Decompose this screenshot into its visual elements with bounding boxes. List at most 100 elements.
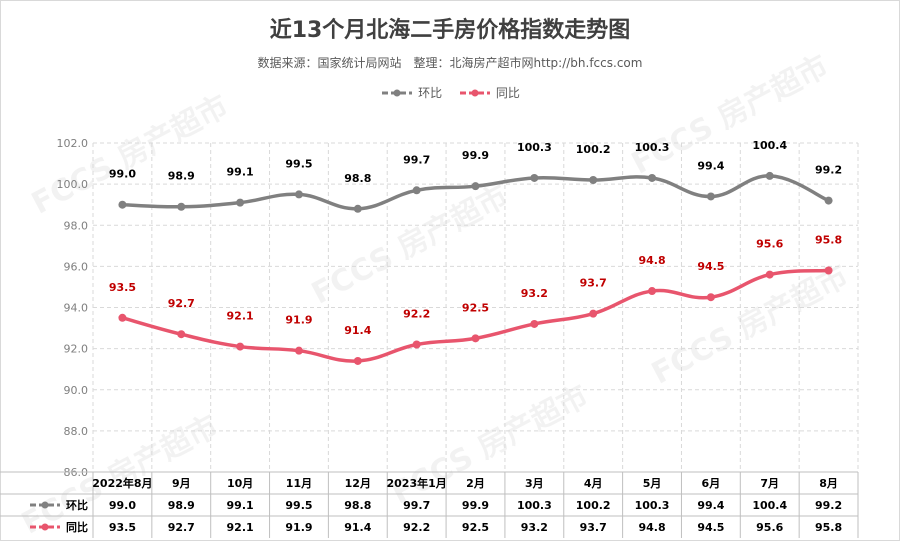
legend-label-yoy: 同比	[495, 86, 520, 100]
data-point-yoy	[589, 309, 598, 318]
data-label-yoy: 91.9	[285, 314, 312, 327]
data-point-yoy	[765, 270, 774, 279]
data-label-mom: 100.2	[576, 143, 611, 156]
table-cell-yoy: 92.7	[168, 521, 195, 534]
table-cell-mom: 98.9	[168, 499, 195, 512]
data-point-mom	[765, 171, 774, 180]
table-category-label: 2022年8月	[92, 476, 152, 490]
table-series-name-yoy: 同比	[66, 520, 88, 534]
table-cell-yoy: 92.1	[227, 521, 254, 534]
table-cell-yoy: 93.2	[521, 521, 548, 534]
table-legend-marker-yoy	[41, 523, 49, 531]
data-point-mom	[294, 190, 303, 199]
data-point-mom	[824, 196, 833, 205]
table-cell-yoy: 94.5	[697, 521, 724, 534]
table-category-label: 5月	[643, 477, 662, 490]
data-label-mom: 99.2	[815, 164, 842, 177]
table-cell-yoy: 95.6	[756, 521, 783, 534]
table-category-label: 10月	[227, 477, 253, 490]
table-cell-mom: 99.9	[462, 499, 489, 512]
data-point-mom	[589, 176, 598, 185]
data-point-yoy	[177, 330, 186, 339]
table-category-label: 7月	[760, 477, 779, 490]
data-label-yoy: 92.5	[462, 301, 489, 314]
data-label-yoy: 95.8	[815, 233, 842, 246]
legend-marker-yoy	[459, 89, 490, 96]
data-label-mom: 100.4	[752, 139, 787, 152]
data-label-mom: 98.8	[344, 172, 371, 185]
data-point-yoy	[294, 346, 303, 355]
data-label-mom: 99.9	[462, 149, 489, 162]
table-series-name-mom: 环比	[66, 498, 88, 512]
table-cell-yoy: 93.5	[109, 521, 136, 534]
data-point-yoy	[706, 293, 715, 302]
legend-item-yoy: 同比	[458, 84, 520, 101]
data-label-yoy: 92.7	[168, 297, 195, 310]
table-cell-mom: 99.7	[403, 499, 430, 512]
y-tick-label: 88.0	[64, 425, 89, 438]
legend-marker-mom	[382, 89, 413, 96]
data-label-yoy: 92.1	[227, 310, 254, 323]
data-label-yoy: 93.5	[109, 281, 136, 294]
data-point-mom	[706, 192, 715, 201]
data-point-mom	[471, 182, 480, 191]
table-cell-yoy: 94.8	[638, 521, 665, 534]
y-tick-label: 90.0	[64, 384, 89, 397]
data-point-mom	[177, 202, 186, 211]
table-cell-mom: 99.4	[697, 499, 724, 512]
y-tick-label: 100.0	[57, 178, 89, 191]
data-point-mom	[412, 186, 421, 195]
data-point-mom	[648, 173, 657, 182]
chart-subtitle: 数据来源：国家统计局网站 整理：北海房产超市网http://bh.fccs.co…	[257, 56, 643, 70]
y-tick-label: 102.0	[57, 137, 89, 150]
table-category-label: 11月	[286, 477, 312, 490]
data-label-yoy: 91.4	[344, 324, 371, 337]
table-cell-yoy: 95.8	[815, 521, 842, 534]
data-point-yoy	[648, 287, 657, 296]
table-category-label: 3月	[525, 477, 544, 490]
table-cell-yoy: 91.4	[344, 521, 371, 534]
data-point-mom	[353, 204, 362, 213]
table-cell-mom: 99.2	[815, 499, 842, 512]
data-point-yoy	[530, 319, 539, 328]
data-point-mom	[118, 200, 127, 209]
table-category-label: 2月	[466, 477, 485, 490]
table-category-label: 6月	[702, 477, 721, 490]
series-line-mom	[122, 174, 830, 211]
data-point-mom	[236, 198, 245, 207]
table-cell-mom: 100.2	[576, 499, 611, 512]
data-point-yoy	[118, 313, 127, 322]
table-category-label: 2023年1月	[387, 476, 447, 490]
table-cell-yoy: 91.9	[285, 521, 312, 534]
data-label-mom: 100.3	[635, 141, 670, 154]
table-cell-mom: 99.0	[109, 499, 136, 512]
table-cell-mom: 100.4	[752, 499, 787, 512]
y-tick-label: 98.0	[64, 219, 89, 232]
data-label-yoy: 93.7	[580, 277, 607, 290]
table-category-label: 8月	[819, 477, 838, 490]
table-cell-mom: 100.3	[517, 499, 552, 512]
data-point-yoy	[824, 266, 833, 275]
table-cell-mom: 99.5	[285, 499, 312, 512]
data-label-mom: 99.5	[285, 157, 312, 170]
data-point-yoy	[236, 342, 245, 351]
chart-title: 近13个月北海二手房价格指数走势图	[269, 18, 631, 43]
data-label-mom: 99.4	[697, 159, 724, 172]
data-point-yoy	[412, 340, 421, 349]
table-cell-yoy: 92.5	[462, 521, 489, 534]
table-cell-yoy: 93.7	[580, 521, 607, 534]
data-label-yoy: 94.8	[638, 254, 665, 267]
table-cell-mom: 98.8	[344, 499, 371, 512]
y-tick-label: 92.0	[64, 343, 89, 356]
data-label-mom: 99.7	[403, 153, 430, 166]
data-label-yoy: 93.2	[521, 287, 548, 300]
legend: 环比 同比	[0, 84, 900, 101]
data-point-yoy	[471, 334, 480, 343]
data-label-mom: 100.3	[517, 141, 552, 154]
data-label-mom: 98.9	[168, 170, 195, 183]
data-label-yoy: 94.5	[697, 260, 724, 273]
legend-label-mom: 环比	[418, 86, 443, 100]
data-label-yoy: 92.2	[403, 308, 430, 321]
legend-item-mom: 环比	[380, 84, 442, 101]
